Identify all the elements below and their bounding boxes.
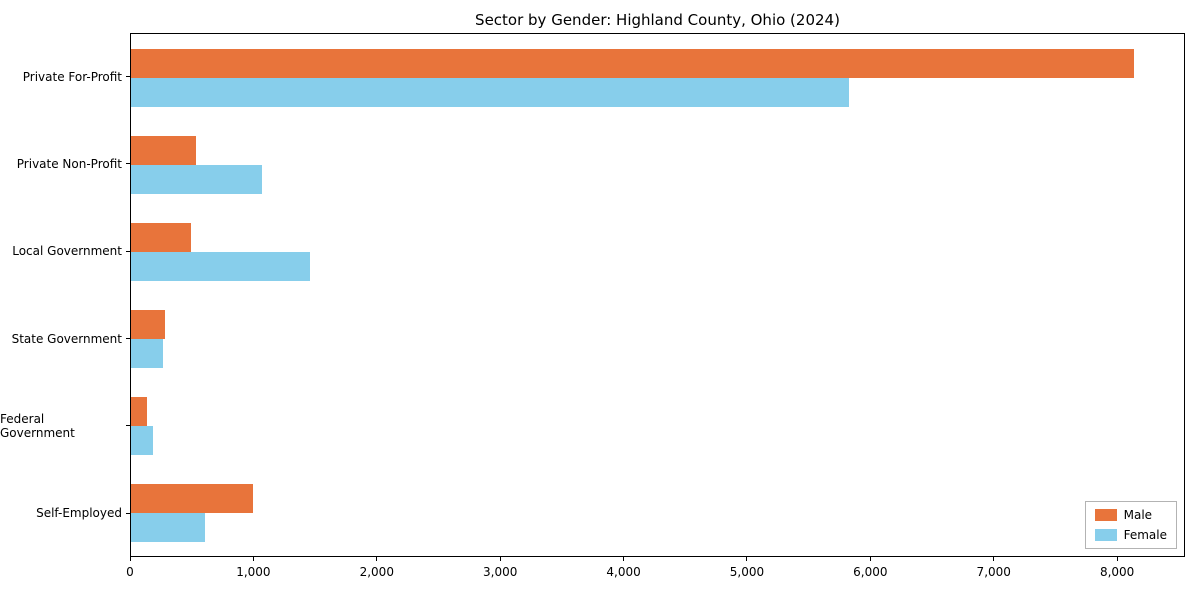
bar-group-federal-government bbox=[131, 382, 1184, 469]
x-tick-label: 1,000 bbox=[236, 565, 271, 579]
x-tick-label: 7,000 bbox=[976, 565, 1011, 579]
legend-swatch-male bbox=[1094, 509, 1117, 521]
bar-male-self-employed bbox=[131, 483, 253, 513]
chart-title: Sector by Gender: Highland County, Ohio … bbox=[475, 11, 840, 29]
y-tick-label-self-employed: Self-Employed bbox=[36, 506, 122, 521]
bar-group-local-government bbox=[131, 208, 1184, 295]
y-tick-row-state-government: State Government bbox=[0, 295, 130, 382]
bar-group-private-non-profit bbox=[131, 121, 1184, 208]
y-tick-row-self-employed: Self-Employed bbox=[0, 470, 130, 557]
bar-female-federal-government bbox=[131, 425, 154, 455]
bar-male-local-government bbox=[131, 222, 192, 252]
bar-group-self-employed bbox=[131, 469, 1184, 556]
y-tick-mark bbox=[126, 163, 130, 165]
x-tick-label: 0 bbox=[126, 565, 134, 579]
bar-female-local-government bbox=[131, 251, 310, 281]
y-axis-labels: Private For-Profit Private Non-Profit Loca… bbox=[0, 33, 130, 557]
y-tick-row-local-government: Local Government bbox=[0, 208, 130, 295]
x-axis: 0 1,000 2,000 3,000 4,000 5,000 6,000 7,000 8,00… bbox=[126, 557, 1185, 589]
bar-group-state-government bbox=[131, 295, 1184, 382]
bar-female-private-for-profit bbox=[131, 77, 849, 107]
y-tick-mark bbox=[126, 250, 130, 252]
x-tick-mark bbox=[746, 557, 748, 561]
x-tick-label: 2,000 bbox=[359, 565, 394, 579]
legend-swatch-female bbox=[1094, 529, 1117, 541]
y-tick-row-private-for-profit: Private For-Profit bbox=[0, 33, 130, 120]
x-tick-mark bbox=[1116, 557, 1118, 561]
x-tick-mark bbox=[993, 557, 995, 561]
x-tick-label: 3,000 bbox=[482, 565, 518, 579]
bar-female-state-government bbox=[131, 338, 164, 368]
y-tick-label-federal-government: Federal Government bbox=[0, 411, 75, 440]
x-tick-mark bbox=[623, 557, 625, 561]
x-tick-mark bbox=[499, 557, 501, 561]
plot-area: Male Female bbox=[130, 33, 1185, 557]
legend-item-female: Female bbox=[1094, 528, 1167, 542]
x-tick-label: 8,000 bbox=[1099, 565, 1135, 579]
bar-male-private-non-profit bbox=[131, 135, 197, 165]
legend-label-male: Male bbox=[1123, 508, 1153, 522]
bar-female-self-employed bbox=[131, 512, 205, 542]
bar-male-state-government bbox=[131, 309, 166, 339]
y-tick-label-state-government: State Government bbox=[11, 331, 122, 346]
x-tick-mark bbox=[129, 557, 131, 561]
y-tick-mark bbox=[126, 338, 130, 340]
x-tick-mark bbox=[252, 557, 254, 561]
legend-item-male: Male bbox=[1094, 508, 1167, 522]
x-tick-label: 4,000 bbox=[606, 565, 641, 579]
bar-group-private-for-profit bbox=[131, 34, 1184, 121]
bar-female-private-non-profit bbox=[131, 164, 262, 194]
y-tick-row-federal-government: Federal Government bbox=[0, 382, 130, 469]
x-tick-label: 6,000 bbox=[853, 565, 888, 579]
x-tick-mark bbox=[376, 557, 378, 561]
bar-male-private-for-profit bbox=[131, 48, 1134, 78]
x-tick-label: 5,000 bbox=[729, 565, 765, 579]
y-tick-mark bbox=[126, 512, 130, 514]
legend-label-female: Female bbox=[1123, 528, 1167, 542]
y-tick-label-local-government: Local Government bbox=[12, 244, 122, 259]
y-tick-label-private-for-profit: Private For-Profit bbox=[22, 69, 122, 84]
y-tick-label-private-non-profit: Private Non-Profit bbox=[16, 156, 122, 171]
legend: Male Female bbox=[1084, 501, 1177, 549]
y-tick-mark bbox=[126, 425, 130, 427]
y-tick-mark bbox=[126, 76, 130, 78]
y-tick-row-private-non-profit: Private Non-Profit bbox=[0, 120, 130, 207]
x-tick-mark bbox=[869, 557, 871, 561]
bar-male-federal-government bbox=[131, 396, 147, 426]
